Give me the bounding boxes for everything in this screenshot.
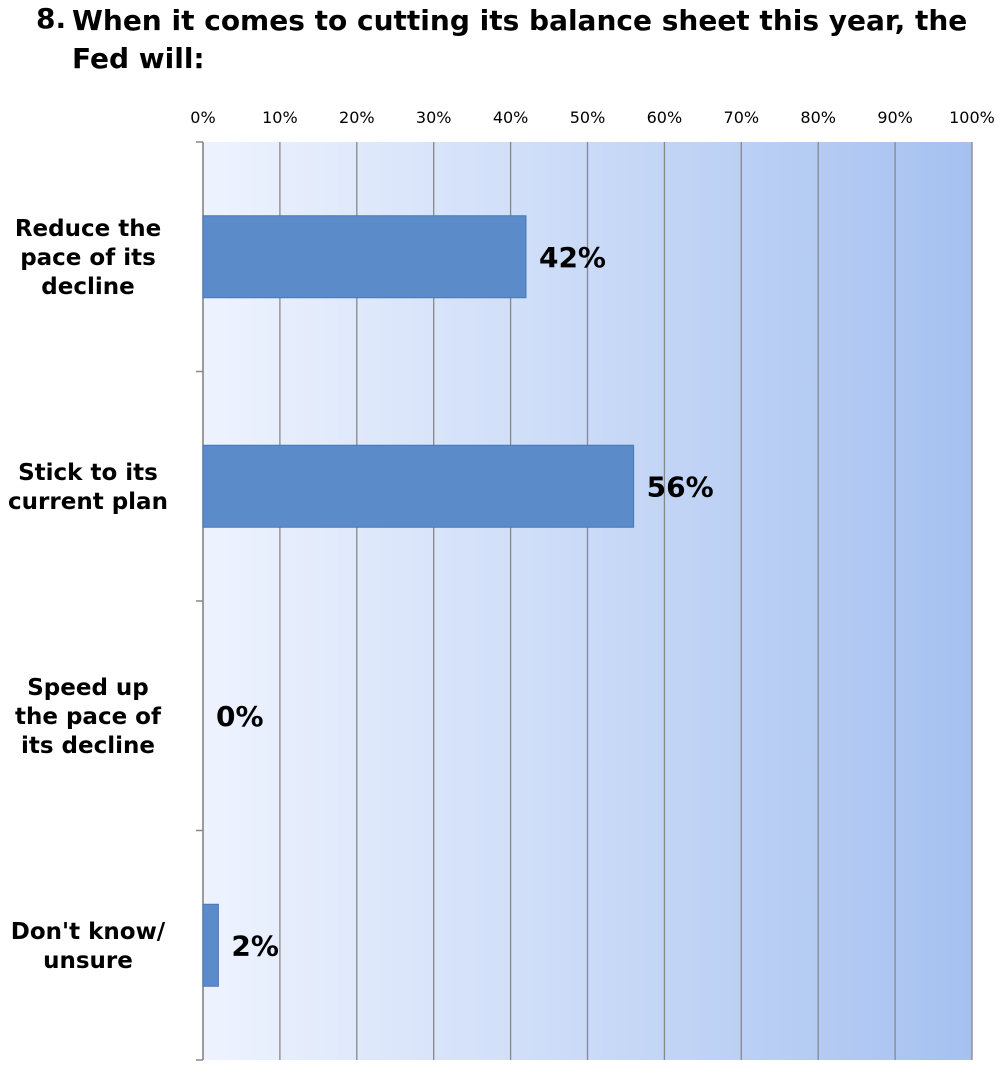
category-label-line: Speed up xyxy=(27,675,149,701)
category-label: Don't know/unsure xyxy=(11,919,166,974)
x-tick-label: 60% xyxy=(647,108,683,127)
question-text: When it comes to cutting its balance she… xyxy=(72,4,968,75)
x-tick-label: 80% xyxy=(800,108,836,127)
category-label-line: its decline xyxy=(21,733,155,759)
bar xyxy=(202,903,219,987)
x-tick-label: 10% xyxy=(262,108,298,127)
category-label: Reduce the pace of its decline xyxy=(15,216,161,300)
category-label-line: current plan xyxy=(8,489,168,515)
data-label: 42% xyxy=(539,241,606,274)
x-tick-label: 90% xyxy=(877,108,913,127)
x-axis-ticks: 0% 10% 20% 30% 40% 50% 60% 70% 80% 90% 100% xyxy=(190,108,995,127)
x-tick-label: 50% xyxy=(570,108,606,127)
category-label-line: Stick to its xyxy=(18,460,158,486)
category-label-line: the pace of xyxy=(15,704,162,730)
x-tick-label: 0% xyxy=(190,108,215,127)
x-tick-label: 40% xyxy=(493,108,529,127)
y-axis xyxy=(196,141,204,1061)
bar xyxy=(202,215,527,299)
category-label: Stick to its current plan xyxy=(8,460,168,515)
category-labels: Reduce the pace of its decline Stick to its… xyxy=(8,216,168,974)
x-tick-label: 100% xyxy=(949,108,995,127)
x-tick-label: 20% xyxy=(339,108,375,127)
x-tick-label: 70% xyxy=(724,108,760,127)
category-label-line: Don't know/ xyxy=(11,919,166,945)
category-label-line: unsure xyxy=(43,948,133,974)
category-label: Speed up the pace of its decline xyxy=(15,675,162,759)
question-number: 8. xyxy=(36,2,67,35)
data-labels: 42% 56% 0% 2% xyxy=(216,241,714,963)
bars xyxy=(202,215,635,987)
bar xyxy=(202,444,635,528)
data-label: 0% xyxy=(216,700,264,733)
category-label-line: Reduce the xyxy=(15,216,161,242)
category-label-line: decline xyxy=(41,274,134,300)
chart-title: 8. When it comes to cutting its balance … xyxy=(0,0,1002,80)
data-label: 2% xyxy=(231,929,279,962)
category-label-line: pace of its xyxy=(20,245,156,271)
data-label: 56% xyxy=(647,470,714,503)
x-tick-label: 30% xyxy=(416,108,452,127)
